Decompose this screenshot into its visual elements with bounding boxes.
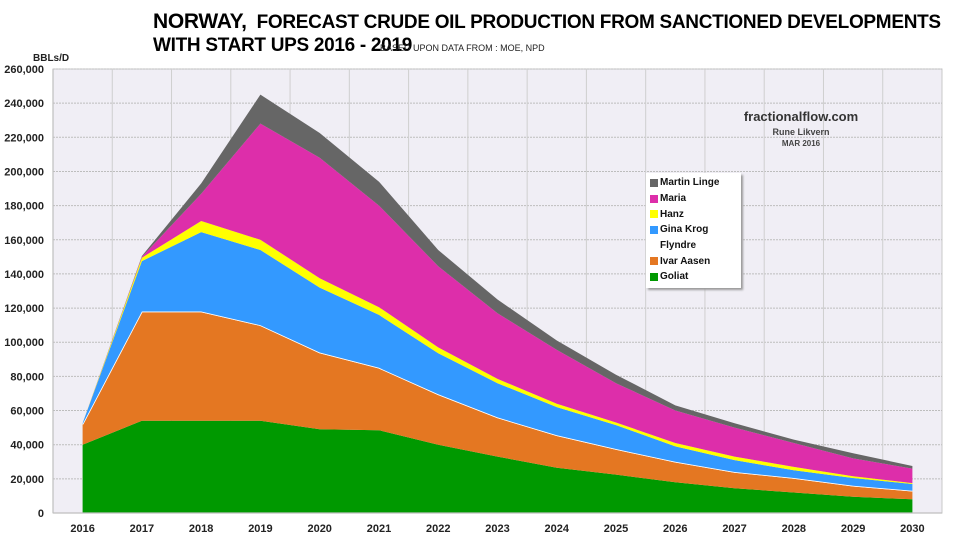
x-tick-label: 2029 <box>841 523 865 535</box>
chart-title-line2: WITH START UPS 2016 - 2019 <box>153 35 412 56</box>
y-tick-label: 100,000 <box>4 337 44 349</box>
y-tick-label: 80,000 <box>10 371 44 383</box>
x-tick-label: 2025 <box>604 523 628 535</box>
x-tick-label: 2024 <box>545 523 570 535</box>
x-tick-label: 2027 <box>722 523 746 535</box>
x-tick-label: 2023 <box>485 523 509 535</box>
legend-swatch <box>650 272 658 281</box>
chart-legend: Martin Linge Maria Hanz Gina Krog Flyndre Iva… <box>646 173 741 288</box>
watermark-site: fractionalflow.com <box>744 109 858 124</box>
area-ivar-aasen <box>82 311 913 500</box>
legend-swatch <box>650 225 658 234</box>
legend-label: Flyndre <box>660 240 697 252</box>
y-tick-label: 0 <box>38 508 44 520</box>
area-goliat <box>82 420 913 513</box>
chart-title-rest: FORECAST CRUDE OIL PRODUCTION FROM SANCT… <box>256 12 942 33</box>
legend-swatch <box>650 178 658 187</box>
y-axis-label: BBLs/D <box>33 53 69 64</box>
legend-item-gina-krog: Gina Krog <box>650 222 738 238</box>
legend-item-goliat: Goliat <box>650 269 738 285</box>
chart-subtitle: BASED UPON DATA FROM : MOE, NPD <box>380 43 545 53</box>
area-gina-krog <box>82 232 913 491</box>
area-maria <box>82 123 913 484</box>
x-tick-label: 2017 <box>130 523 154 535</box>
legend-label: Gina Krog <box>660 224 709 236</box>
x-tick-label: 2030 <box>900 523 924 535</box>
y-tick-labels: 0 20,000 40,000 60,000 80,000 100,000 120,000 1… <box>4 64 44 520</box>
legend-item-ivar-aasen: Ivar Aasen <box>650 253 738 269</box>
x-tick-label: 2026 <box>663 523 687 535</box>
y-tick-label: 40,000 <box>10 440 44 452</box>
legend-item-martin-linge: Martin Linge <box>650 175 738 191</box>
legend-label: Maria <box>660 193 687 205</box>
x-tick-label: 2018 <box>189 523 213 535</box>
legend-swatch <box>650 241 658 250</box>
x-tick-label: 2016 <box>70 523 94 535</box>
y-tick-label: 20,000 <box>10 474 44 486</box>
x-tick-label: 2022 <box>426 523 450 535</box>
x-tick-labels: 2016 2017 2018 2019 2020 2021 2022 2023 2024 2025… <box>70 523 924 535</box>
chart-title-prefix: NORWAY, <box>153 10 247 33</box>
legend-swatch <box>650 210 658 219</box>
axes <box>52 69 942 514</box>
chart-title: NORWAY, FORECAST CRUDE OIL PRODUCTION FR… <box>153 10 941 34</box>
y-tick-label: 240,000 <box>4 98 44 110</box>
area-series <box>81 94 913 513</box>
y-tick-label: 200,000 <box>4 166 44 178</box>
y-tick-label: 260,000 <box>4 64 44 76</box>
legend-swatch <box>650 194 658 203</box>
y-tick-label: 180,000 <box>4 201 44 213</box>
legend-label: Hanz <box>660 208 684 220</box>
y-tick-label: 60,000 <box>10 406 44 418</box>
y-tick-label: 160,000 <box>4 235 44 247</box>
watermark-author: Rune Likvern <box>772 127 829 137</box>
y-tick-label: 220,000 <box>4 132 44 144</box>
legend-item-flyndre: Flyndre <box>650 238 738 254</box>
area-hanz <box>82 221 913 484</box>
legend-label: Goliat <box>660 271 689 283</box>
legend-label: Ivar Aasen <box>660 255 711 267</box>
y-tick-label: 140,000 <box>4 269 44 281</box>
legend-swatch <box>650 257 658 266</box>
y-tick-label: 120,000 <box>4 303 44 315</box>
x-tick-label: 2028 <box>782 523 806 535</box>
watermark-date: MAR 2016 <box>782 139 821 148</box>
x-tick-label: 2021 <box>367 523 391 535</box>
legend-item-hanz: Hanz <box>650 206 738 222</box>
x-tick-label: 2020 <box>307 523 331 535</box>
legend-label: Martin Linge <box>660 177 720 189</box>
x-tick-label: 2019 <box>248 523 272 535</box>
legend-item-maria: Maria <box>650 191 738 207</box>
